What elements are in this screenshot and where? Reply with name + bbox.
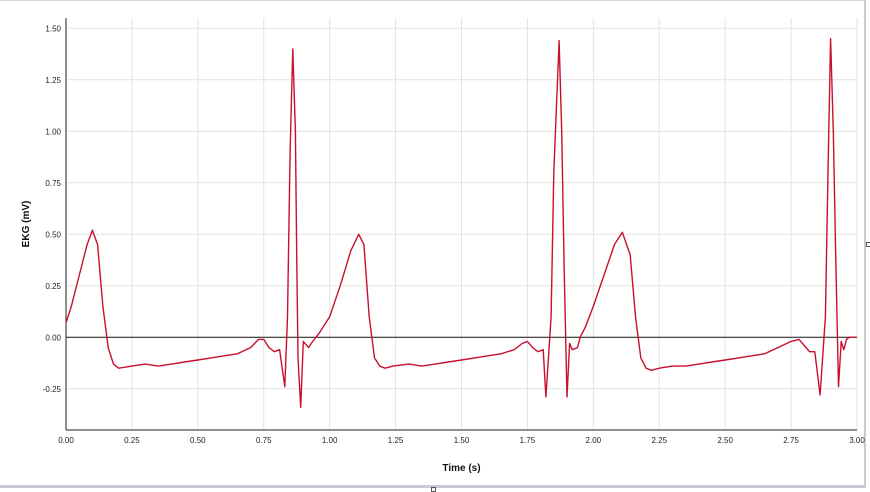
x-tick-label: 3.00 [849,436,865,445]
y-tick-label: 1.00 [45,127,61,136]
y-tick-label: 0.00 [45,333,61,342]
x-tick-labels: 0.00 0.25 0.50 0.75 1.00 1.25 1.50 1.75 2.00 2.25… [58,436,865,445]
x-tick-label: 2.00 [586,436,602,445]
resize-handle-right[interactable] [866,242,870,247]
x-tick-label: 2.50 [717,436,733,445]
x-tick-label: 2.25 [651,436,667,445]
x-axis-title: Time (s) [442,463,480,474]
resize-handle-bottom[interactable] [431,487,436,492]
ekg-series-line [65,37,857,408]
y-tick-label: -0.25 [43,385,62,394]
y-tick-label: 0.75 [45,179,61,188]
y-tick-labels: 1.50 1.25 1.00 0.75 0.50 0.25 0.00 -0.25 [43,24,62,394]
grid [65,18,858,430]
x-tick-label: 0.50 [190,436,206,445]
x-tick-label: 2.75 [783,436,799,445]
y-tick-label: 0.50 [45,230,61,239]
y-axis-title: EKG (mV) [21,201,32,248]
x-tick-label: 1.25 [388,436,404,445]
x-tick-label: 1.50 [454,436,470,445]
y-tick-label: 1.50 [45,24,61,33]
x-tick-label: 1.00 [322,436,338,445]
y-tick-label: 0.25 [45,282,61,291]
x-tick-label: 1.75 [520,436,536,445]
y-tick-label: 1.25 [45,76,61,85]
x-tick-label: 0.75 [256,436,272,445]
x-tick-label: 0.00 [58,436,74,445]
x-tick-label: 0.25 [124,436,140,445]
